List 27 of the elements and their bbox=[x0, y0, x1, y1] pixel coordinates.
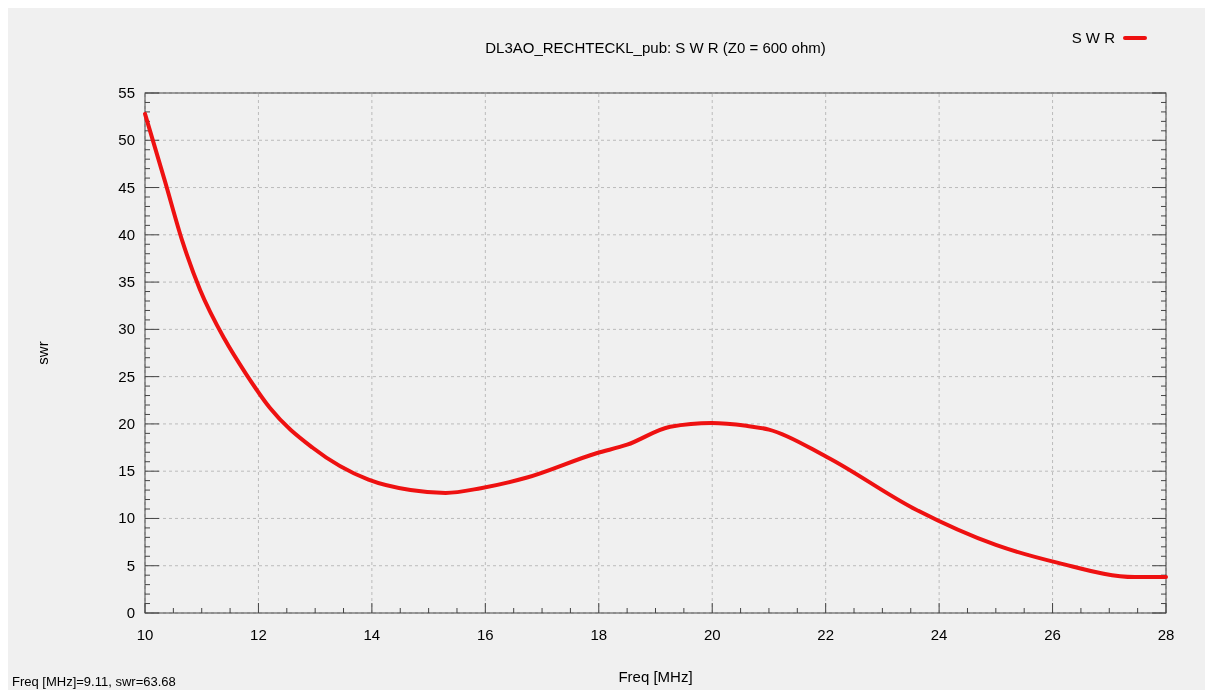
text: Freq [MHz]=9.11, swr=63.68 bbox=[12, 674, 176, 689]
line-series bbox=[143, 111, 1168, 580]
y-tick-label: 55 bbox=[118, 84, 135, 101]
x-tick-label: 18 bbox=[590, 626, 608, 643]
y-tick-label: 5 bbox=[126, 556, 135, 574]
x-tick-label: 24 bbox=[930, 626, 948, 643]
x-tick-label: 20 bbox=[703, 626, 721, 643]
x-axis-title: Freq [MHz] bbox=[618, 668, 693, 685]
y-tick-label: 20 bbox=[118, 414, 135, 432]
y-tick-label: 0 bbox=[126, 604, 135, 621]
x-tick-label: 12 bbox=[250, 626, 267, 643]
y-tick-label: 35 bbox=[118, 273, 135, 291]
legend-label: S W R bbox=[1071, 29, 1116, 46]
x-tick-label: 28 bbox=[1157, 626, 1175, 643]
y-tick-label: 30 bbox=[118, 320, 135, 338]
chart-title: DL3AO_RECHTECKL_pub: S W R (Z0 = 600 ohm) bbox=[485, 39, 826, 56]
y-tick-label: 25 bbox=[118, 367, 135, 385]
x-tick-label: 16 bbox=[476, 626, 494, 643]
x-tick-label: 26 bbox=[1044, 626, 1061, 643]
x-tick-label: 22 bbox=[817, 626, 835, 643]
y-tick-label: 40 bbox=[118, 225, 135, 243]
y-axis-title: swr bbox=[34, 341, 51, 365]
y-tick-label: 50 bbox=[118, 131, 135, 149]
y-tick-label: 45 bbox=[118, 178, 135, 196]
x-tick-label: 14 bbox=[363, 626, 381, 643]
y-tick-label: 15 bbox=[118, 462, 135, 480]
y-tick-label: 10 bbox=[118, 509, 135, 527]
